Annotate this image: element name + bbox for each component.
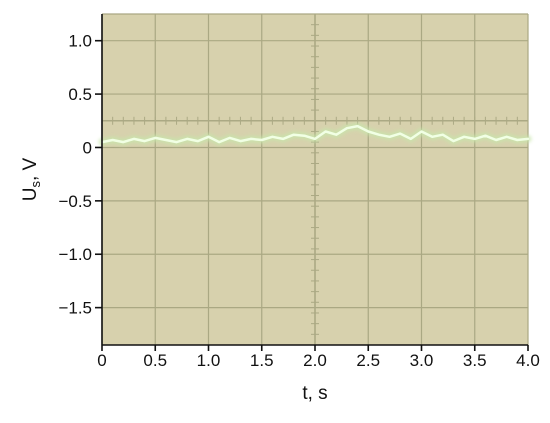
y-axis-title-symbol: U	[20, 188, 41, 202]
x-tick-label-7: 3.5	[463, 351, 487, 370]
y-axis-title-subscript: s	[28, 181, 43, 188]
x-tick-labels: 0 0.5 1.0 1.5 2.0 2.5 3.0 3.5 4.0	[97, 351, 540, 370]
signal-trace-line-0	[100, 124, 530, 144]
x-tick-label-1: 0.5	[143, 351, 167, 370]
x-tick-label-5: 2.5	[356, 351, 380, 370]
x-axis-title: t, s	[302, 383, 327, 404]
y-tick-label-1: 0.5	[68, 85, 92, 104]
x-tick-label-3: 1.5	[250, 351, 274, 370]
y-axis-title-unit: , V	[20, 157, 41, 181]
x-tick-label-0: 0	[97, 351, 106, 370]
y-tick-label-3: −0.5	[58, 192, 92, 211]
x-tick-label-8: 4.0	[516, 351, 540, 370]
x-tick-label-2: 1.0	[197, 351, 221, 370]
x-tick-label-4: 2.0	[303, 351, 327, 370]
y-tick-label-4: −1.0	[58, 245, 92, 264]
y-tick-label-2: 0	[83, 138, 92, 157]
y-tick-label-0: 1.0	[68, 32, 92, 51]
grid-lines	[101, 13, 529, 346]
y-tick-labels: 1.0 0.5 0 −0.5 −1.0 −1.5	[58, 32, 92, 318]
axes	[95, 14, 529, 351]
y-tick-label-5: −1.5	[58, 299, 92, 318]
y-axis-title: Us, V	[20, 157, 43, 201]
signal-trace	[98, 122, 532, 146]
x-tick-label-6: 3.0	[410, 351, 434, 370]
